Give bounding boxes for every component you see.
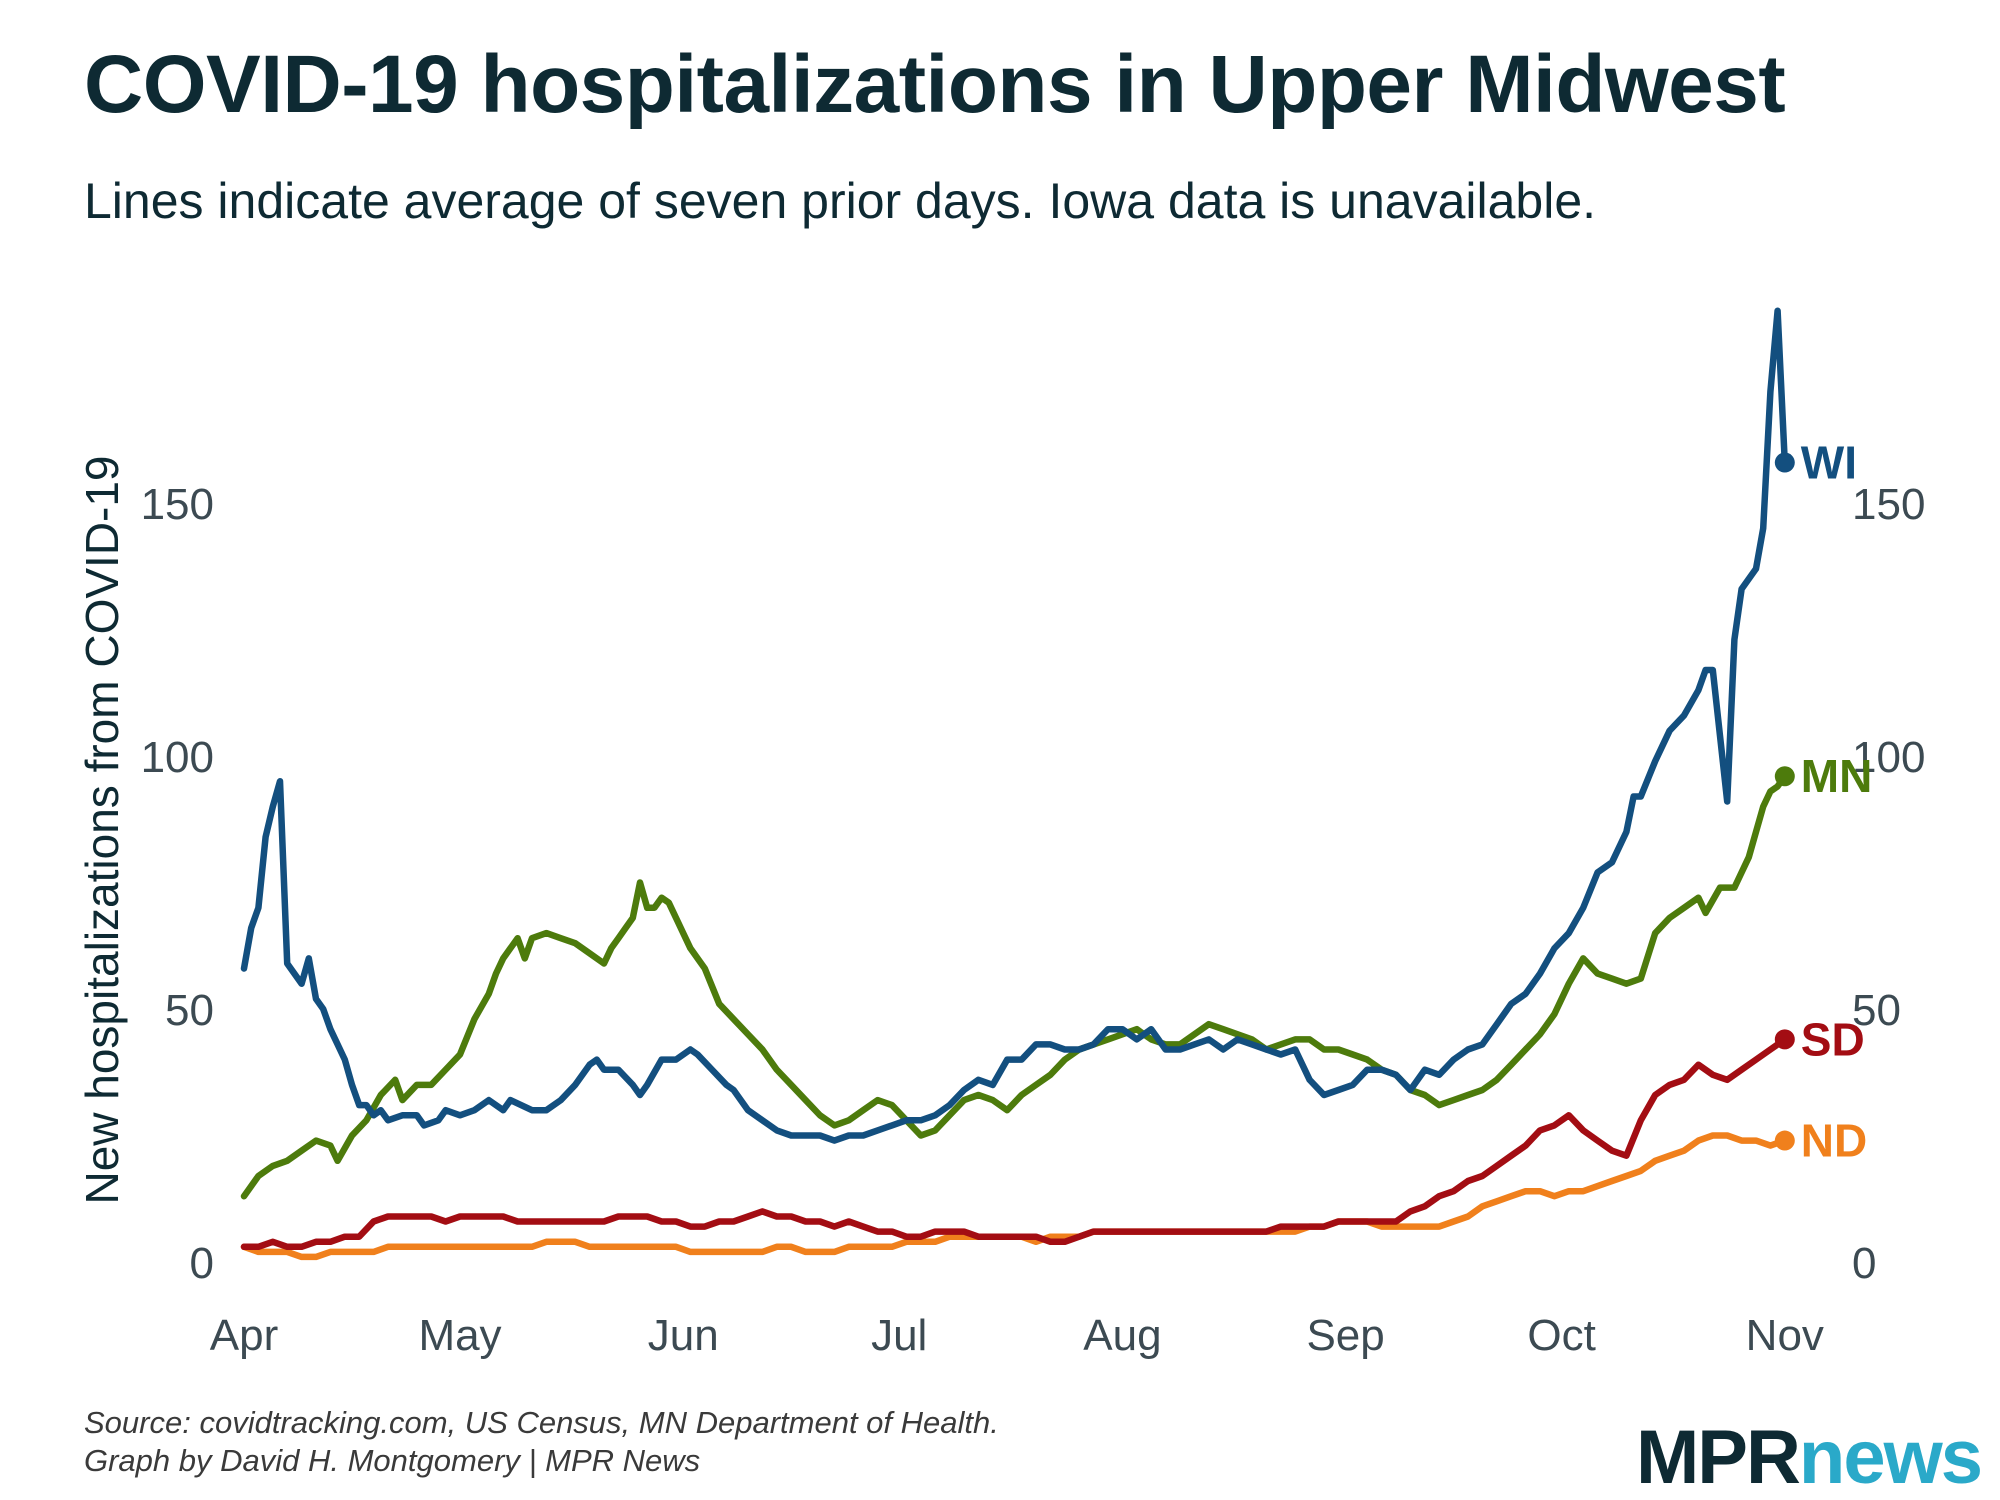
series-label-sd: SD [1801,1013,1865,1065]
source-line-1: Source: covidtracking.com, US Census, MN… [84,1405,999,1440]
y-axis-right: 0 50 100 150 [1852,480,1925,1288]
y-tick-left-150: 150 [141,480,214,529]
y-axis-left: 0 50 100 150 [141,480,214,1288]
source-note: Source: covidtracking.com, US Census, MN… [84,1404,999,1480]
x-tick-apr: Apr [210,1311,278,1360]
series-endpoint-nd [1774,1130,1795,1151]
x-tick-nov: Nov [1746,1311,1824,1360]
series-label-wi: WI [1801,437,1857,489]
y-tick-right-0: 0 [1852,1239,1876,1288]
x-tick-aug: Aug [1083,1311,1161,1360]
series-endpoint-mn [1774,766,1795,787]
mpr-news-logo: MPRnews [1636,1415,1983,1500]
logo-mpr: MPR [1636,1415,1801,1500]
logo-news: news [1798,1415,1983,1500]
series-endpoint-wi [1774,452,1795,473]
series-line-mn [240,772,1789,1200]
series-line-sd [240,1036,1789,1251]
source-line-2: Graph by David H. Montgomery | MPR News [84,1443,701,1478]
x-tick-jul: Jul [871,1311,927,1360]
series-label-nd: ND [1801,1115,1867,1167]
x-tick-jun: Jun [648,1311,719,1360]
x-axis: Apr May Jun Jul Aug Sep Oct Nov [210,1311,1824,1360]
y-tick-right-100: 100 [1852,733,1925,782]
y-axis-label: New hospitalizations from COVID-19 [76,455,128,1204]
series-endpoints [1774,452,1795,1151]
series-lines [240,307,1789,1261]
series-endpoint-sd [1774,1029,1795,1050]
y-tick-left-50: 50 [165,986,214,1035]
x-tick-sep: Sep [1306,1311,1384,1360]
chart-title: COVID-19 hospitalizations in Upper Midwe… [84,39,1786,130]
x-tick-may: May [418,1311,501,1360]
y-tick-right-50: 50 [1852,986,1901,1035]
y-tick-right-150: 150 [1852,480,1925,529]
series-line-wi [240,307,1789,1144]
y-tick-left-100: 100 [141,733,214,782]
y-tick-left-0: 0 [190,1239,214,1288]
x-tick-oct: Oct [1527,1311,1595,1360]
series-labels: ND SD MN WI [1801,437,1873,1167]
series-label-mn: MN [1801,750,1873,802]
chart-subtitle: Lines indicate average of seven prior da… [84,173,1597,229]
